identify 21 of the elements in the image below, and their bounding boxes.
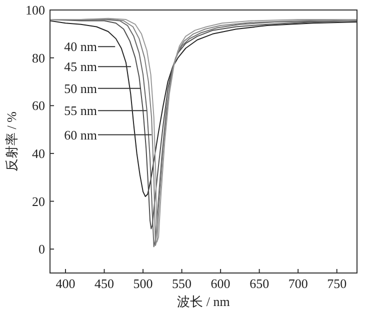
y-tick-label: 0 (38, 242, 45, 257)
x-tick-label: 700 (288, 276, 308, 291)
x-tick-label: 450 (94, 276, 114, 291)
y-tick-label: 100 (26, 2, 45, 18)
x-axis-title: 波长 / nm (177, 294, 230, 309)
y-tick-label: 60 (32, 98, 45, 114)
annotation: 60 nm (64, 127, 97, 142)
y-tick-label: 80 (32, 50, 45, 66)
annotation: 45 nm (64, 59, 97, 74)
annotation: 40 nm (64, 39, 97, 54)
x-tick-label: 400 (56, 276, 76, 291)
x-tick-label: 600 (210, 276, 230, 291)
x-tick-label: 500 (133, 276, 153, 291)
annotation: 50 nm (64, 80, 97, 96)
y-tick-label: 40 (32, 146, 45, 161)
y-axis-title: 反射率 / % (4, 111, 19, 172)
x-tick-label: 550 (172, 276, 192, 291)
annotation: 55 nm (64, 103, 97, 118)
x-tick-label: 750 (327, 276, 347, 291)
x-tick-label: 650 (250, 276, 270, 291)
y-tick-label: 20 (32, 194, 45, 209)
